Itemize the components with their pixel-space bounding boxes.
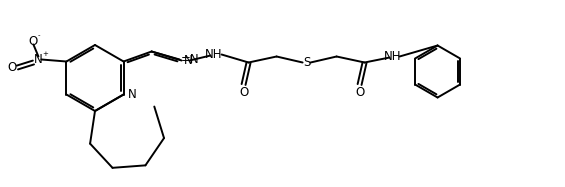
- Text: O: O: [29, 35, 38, 48]
- Text: O: O: [239, 86, 248, 99]
- Text: N: N: [128, 88, 136, 101]
- Text: S: S: [303, 56, 310, 69]
- Text: O: O: [355, 86, 364, 99]
- Text: NH: NH: [205, 48, 223, 61]
- Text: O: O: [8, 61, 17, 74]
- Text: N: N: [184, 54, 192, 67]
- Text: -: -: [37, 33, 40, 39]
- Text: NH: NH: [384, 50, 401, 63]
- Text: +: +: [42, 50, 48, 56]
- Text: N: N: [34, 53, 43, 66]
- Text: =N: =N: [181, 53, 199, 66]
